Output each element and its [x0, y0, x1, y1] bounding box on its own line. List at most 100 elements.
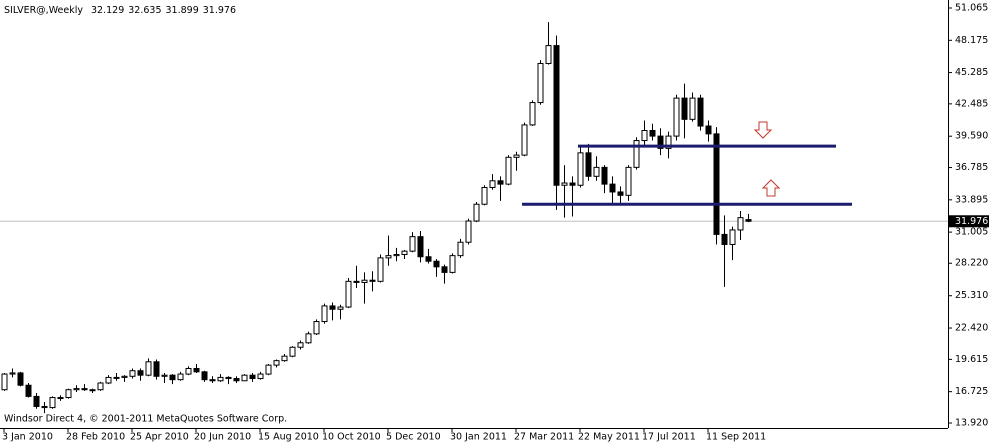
candle-body	[33, 395, 40, 407]
candle-body	[257, 373, 264, 380]
candle-body	[457, 241, 464, 257]
candle-body	[369, 279, 376, 282]
x-tick-label: 28 Feb 2010	[66, 432, 125, 443]
y-tick-label: 36.785	[955, 162, 988, 173]
candle-body	[721, 233, 728, 245]
header-value: 32.129	[91, 5, 124, 16]
candle-body	[201, 371, 208, 381]
candle-body	[649, 130, 656, 137]
candle-body	[297, 342, 304, 348]
candle-body	[57, 397, 64, 400]
candle-body	[745, 219, 752, 222]
candle-body	[561, 182, 568, 186]
x-tick-label: 27 Mar 2011	[514, 432, 574, 443]
candle-body	[177, 373, 184, 381]
candle-body	[409, 236, 416, 252]
last-price-label: 31.976	[955, 216, 988, 227]
candle-body	[505, 156, 512, 185]
candle-body	[25, 384, 32, 397]
candle-body	[329, 305, 336, 310]
candle-body	[273, 360, 280, 366]
x-tick-label: 20 Jun 2010	[194, 432, 251, 443]
candle-body	[625, 166, 632, 196]
candle-body	[321, 305, 328, 323]
candle-body	[169, 374, 176, 381]
candle-body	[1, 373, 8, 391]
y-tick-label: 25.310	[955, 290, 988, 301]
y-tick-label: 22.420	[955, 323, 988, 334]
x-tick-label: 25 Apr 2010	[130, 432, 189, 443]
candle-body	[265, 364, 272, 375]
candle-body	[513, 154, 520, 158]
candle-body	[161, 374, 168, 377]
candle-body	[81, 388, 88, 391]
candle-body	[281, 355, 288, 362]
candle-body	[601, 166, 608, 185]
candle-body	[529, 102, 536, 126]
y-tick-label: 45.285	[955, 67, 988, 78]
up-arrow	[761, 179, 781, 197]
candle-body	[401, 250, 408, 256]
y-tick-label: 19.615	[955, 354, 988, 365]
candle-body	[361, 279, 368, 283]
candle-body	[137, 370, 144, 376]
candle-body	[289, 346, 296, 357]
candle-body	[65, 389, 72, 399]
candle-body	[713, 133, 720, 235]
candle-body	[657, 135, 664, 149]
candle-body	[129, 370, 136, 377]
candle-body	[433, 260, 440, 268]
x-tick-label: 17 Jul 2011	[642, 432, 696, 443]
candle-body	[105, 376, 112, 384]
y-tick-label: 48.175	[955, 35, 988, 46]
candle-body	[97, 382, 104, 391]
candle-body	[9, 372, 16, 375]
candle-body	[481, 186, 488, 205]
candle-body	[585, 152, 592, 177]
y-tick-label: 39.590	[955, 131, 988, 142]
candle-body	[417, 236, 424, 258]
x-tick-label: 22 May 2011	[578, 432, 640, 443]
chart-header: SILVER@,Weekly 32.129 32.635 31.899 31.976	[4, 5, 236, 16]
candle-body	[441, 266, 448, 273]
candle-body	[497, 180, 504, 185]
candle-body	[377, 257, 384, 282]
header-value: 31.899	[166, 5, 199, 16]
candle-body	[705, 125, 712, 135]
candle-body	[521, 124, 528, 156]
candle-body	[633, 140, 640, 168]
candle-body	[385, 255, 392, 259]
candle-body	[193, 367, 200, 373]
header-value: 32.635	[128, 5, 161, 16]
candle-body	[145, 361, 152, 376]
candle-body	[737, 217, 744, 231]
x-tick-label: 3 Jan 2010	[2, 432, 53, 443]
candle-body	[89, 389, 96, 392]
y-tick-label: 31.005	[955, 227, 988, 238]
candle-body	[729, 229, 736, 245]
candle-body	[617, 191, 624, 196]
candle-body	[393, 254, 400, 257]
candle-body	[449, 255, 456, 273]
down-arrow	[753, 121, 773, 139]
candle-body	[545, 45, 552, 64]
candle-body	[473, 203, 480, 222]
y-tick-label: 16.725	[955, 386, 988, 397]
x-tick-label: 11 Sep 2011	[706, 432, 766, 443]
candle-body	[665, 135, 672, 149]
candle-body	[553, 45, 560, 186]
candle-body	[569, 182, 576, 186]
candle-body	[241, 374, 248, 382]
candle-body	[209, 379, 216, 382]
candle-body	[465, 220, 472, 243]
candle-body	[305, 333, 312, 344]
candle-body	[593, 166, 600, 177]
candle-body	[49, 397, 56, 409]
candle-body	[681, 97, 688, 120]
candle-body	[153, 361, 160, 377]
candle-body	[345, 280, 352, 308]
candle-body	[185, 367, 192, 375]
candle-body	[113, 376, 120, 379]
